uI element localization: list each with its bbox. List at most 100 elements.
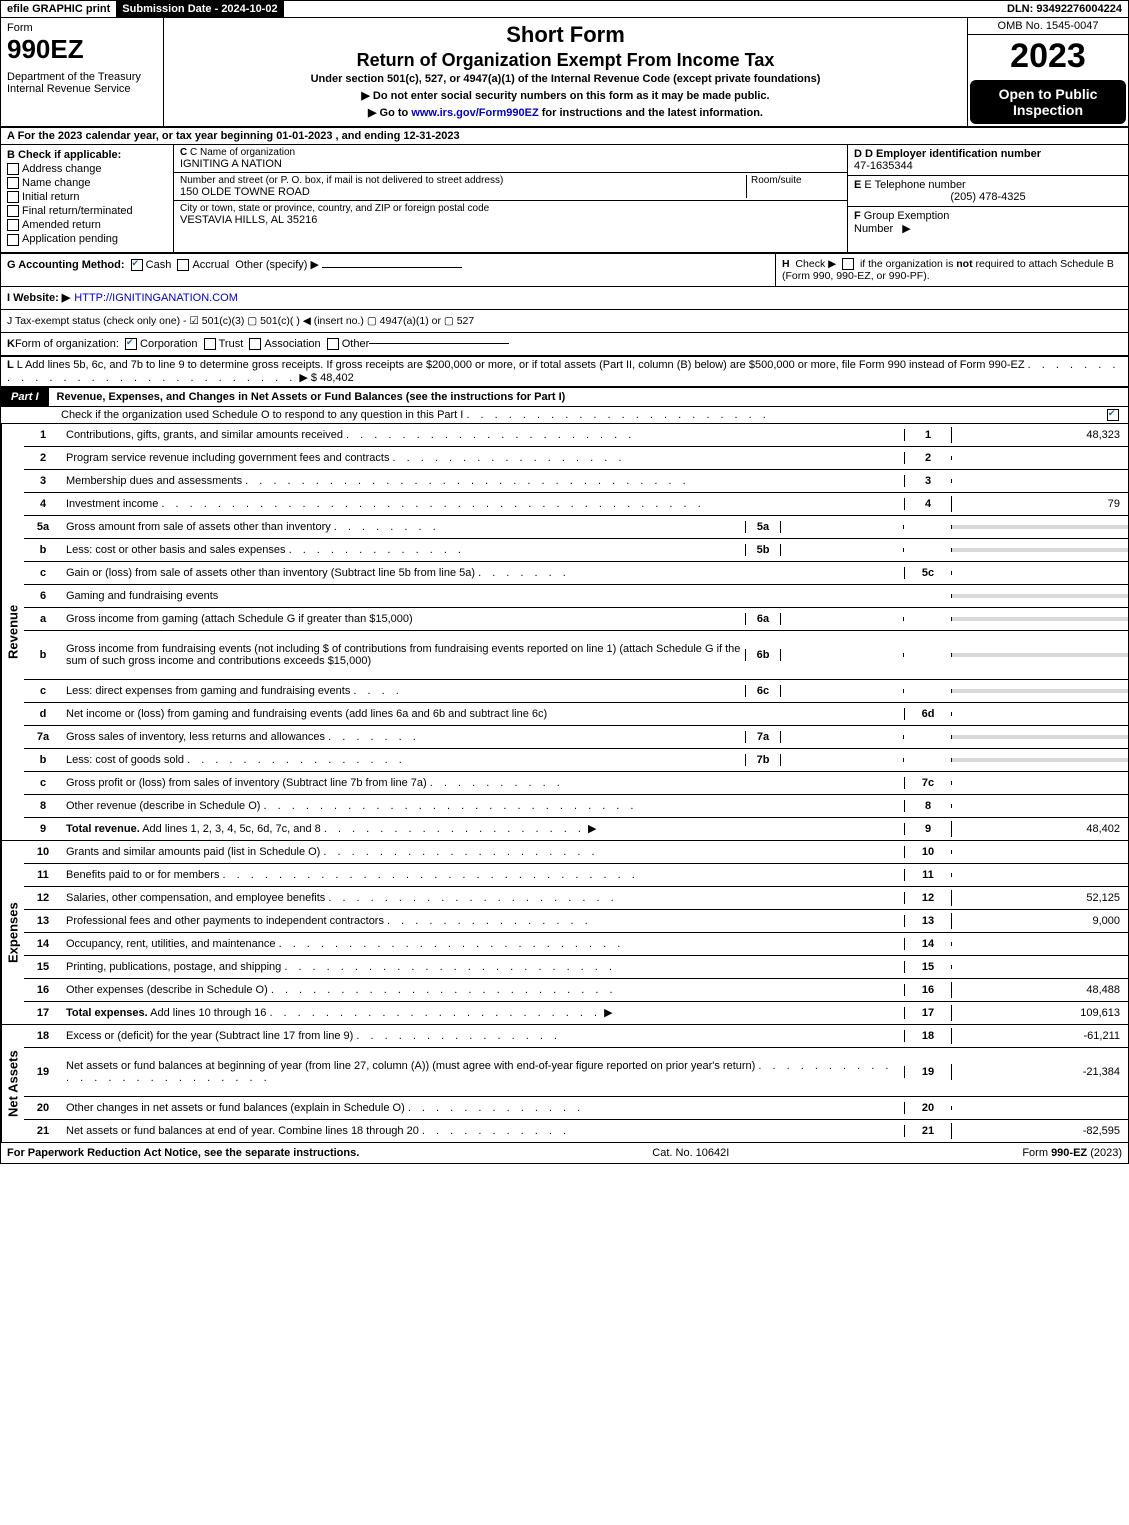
entity-ids: D D Employer identification number 47-16… bbox=[847, 145, 1128, 252]
right-line-number: 20 bbox=[904, 1102, 951, 1114]
netassets-section: Net Assets 18Excess or (deficit) for the… bbox=[1, 1025, 1128, 1142]
line-description: Investment income . . . . . . . . . . . … bbox=[62, 496, 904, 512]
line-number: 21 bbox=[24, 1123, 62, 1139]
submission-date: Submission Date - 2024-10-02 bbox=[116, 1, 283, 17]
org-name-row: C C Name of organization IGNITING A NATI… bbox=[174, 145, 847, 173]
part1-sub: Check if the organization used Schedule … bbox=[1, 407, 1128, 424]
dept-label: Department of the TreasuryInternal Reven… bbox=[7, 71, 157, 95]
form-line: 20Other changes in net assets or fund ba… bbox=[24, 1097, 1128, 1120]
check-address-change[interactable]: Address change bbox=[7, 163, 167, 175]
line-number: 7a bbox=[24, 729, 62, 745]
line-description: Total revenue. Add lines 1, 2, 3, 4, 5c,… bbox=[62, 820, 904, 837]
check-initial-return[interactable]: Initial return bbox=[7, 191, 167, 203]
line-value bbox=[951, 571, 1128, 575]
check-name-change[interactable]: Name change bbox=[7, 177, 167, 189]
right-line-number: 2 bbox=[904, 452, 951, 464]
city-value: VESTAVIA HILLS, AL 35216 bbox=[180, 214, 841, 226]
check-corporation[interactable] bbox=[125, 338, 137, 350]
line-value bbox=[951, 525, 1128, 529]
subline-number: 7b bbox=[745, 754, 781, 766]
line-number: 2 bbox=[24, 450, 62, 466]
part1-tag: Part I bbox=[1, 388, 49, 406]
line-value: -82,595 bbox=[951, 1123, 1128, 1139]
line-value bbox=[951, 653, 1128, 657]
line-value bbox=[951, 735, 1128, 739]
tax-exempt-status: J Tax-exempt status (check only one) - ☑… bbox=[1, 310, 1128, 333]
row-g-h: G Accounting Method: Cash Accrual Other … bbox=[1, 254, 1128, 287]
right-line-number: 18 bbox=[904, 1030, 951, 1042]
omb-number: OMB No. 1545-0047 bbox=[968, 18, 1128, 35]
line-description: Gross profit or (loss) from sales of inv… bbox=[62, 775, 904, 791]
form-line: 3Membership dues and assessments . . . .… bbox=[24, 470, 1128, 493]
title-return: Return of Organization Exempt From Incom… bbox=[170, 50, 961, 71]
website-link[interactable]: HTTP://IGNITINGANATION.COM bbox=[74, 292, 238, 304]
line-number: 1 bbox=[24, 427, 62, 443]
line-value: 52,125 bbox=[951, 890, 1128, 906]
form-line: 11Benefits paid to or for members . . . … bbox=[24, 864, 1128, 887]
footer-mid: Cat. No. 10642I bbox=[652, 1147, 729, 1159]
form-line: aGross income from gaming (attach Schedu… bbox=[24, 608, 1128, 631]
line-description: Less: cost or other basis and sales expe… bbox=[62, 542, 745, 558]
open-to-public: Open to Public Inspection bbox=[970, 80, 1126, 124]
line-number: 16 bbox=[24, 982, 62, 998]
line-value: 109,613 bbox=[951, 1005, 1128, 1021]
line-value bbox=[951, 1106, 1128, 1110]
line-number: c bbox=[24, 775, 62, 791]
form-line: dNet income or (loss) from gaming and fu… bbox=[24, 703, 1128, 726]
line-value: 9,000 bbox=[951, 913, 1128, 929]
right-line-number: 17 bbox=[904, 1007, 951, 1019]
check-schedule-b[interactable] bbox=[842, 258, 854, 270]
form-line: 18Excess or (deficit) for the year (Subt… bbox=[24, 1025, 1128, 1048]
check-schedule-o-part1[interactable] bbox=[1107, 409, 1119, 421]
line-value bbox=[951, 850, 1128, 854]
check-cash[interactable] bbox=[131, 259, 143, 271]
form-line: cGross profit or (loss) from sales of in… bbox=[24, 772, 1128, 795]
check-application-pending[interactable]: Application pending bbox=[7, 233, 167, 245]
check-amended-return[interactable]: Amended return bbox=[7, 219, 167, 231]
line-number: 5a bbox=[24, 519, 62, 535]
line-description: Less: direct expenses from gaming and fu… bbox=[62, 683, 745, 699]
subtitle-section: Under section 501(c), 527, or 4947(a)(1)… bbox=[170, 73, 961, 85]
line-number: 18 bbox=[24, 1028, 62, 1044]
section-b-checks: B Check if applicable: Address change Na… bbox=[1, 145, 174, 252]
line-value: -61,211 bbox=[951, 1028, 1128, 1044]
street-value: 150 OLDE TOWNE ROAD bbox=[180, 186, 746, 198]
line-number: 11 bbox=[24, 867, 62, 883]
form-line: 19Net assets or fund balances at beginni… bbox=[24, 1048, 1128, 1097]
subline-value bbox=[781, 617, 904, 621]
line-value bbox=[951, 758, 1128, 762]
check-accrual[interactable] bbox=[177, 259, 189, 271]
city-row: City or town, state or province, country… bbox=[174, 201, 847, 228]
sidelabel-netassets: Net Assets bbox=[1, 1025, 24, 1142]
form-line: 10Grants and similar amounts paid (list … bbox=[24, 841, 1128, 864]
check-final-return[interactable]: Final return/terminated bbox=[7, 205, 167, 217]
page-footer: For Paperwork Reduction Act Notice, see … bbox=[1, 1142, 1128, 1163]
check-other-org[interactable] bbox=[327, 338, 339, 350]
schedule-b-check: H Check ▶ if the organization is not req… bbox=[775, 254, 1128, 286]
dln-label: DLN: 93492276004224 bbox=[284, 1, 1128, 17]
check-trust[interactable] bbox=[204, 338, 216, 350]
revenue-lines: 1Contributions, gifts, grants, and simil… bbox=[24, 424, 1128, 840]
accounting-method: G Accounting Method: Cash Accrual Other … bbox=[1, 254, 775, 286]
line-value bbox=[951, 617, 1128, 621]
form-line: 9Total revenue. Add lines 1, 2, 3, 4, 5c… bbox=[24, 818, 1128, 840]
form-line: 5aGross amount from sale of assets other… bbox=[24, 516, 1128, 539]
line-description: Gain or (loss) from sale of assets other… bbox=[62, 565, 904, 581]
right-line-number: 19 bbox=[904, 1066, 951, 1078]
line-number: 20 bbox=[24, 1100, 62, 1116]
irs-link[interactable]: www.irs.gov/Form990EZ bbox=[411, 107, 538, 119]
form-line: 16Other expenses (describe in Schedule O… bbox=[24, 979, 1128, 1002]
sidelabel-revenue: Revenue bbox=[1, 424, 24, 840]
check-association[interactable] bbox=[249, 338, 261, 350]
header-left: Form 990EZ Department of the TreasuryInt… bbox=[1, 18, 164, 126]
line-description: Gaming and fundraising events bbox=[62, 588, 904, 604]
right-line-number: 12 bbox=[904, 892, 951, 904]
right-line-number: 3 bbox=[904, 475, 951, 487]
line-value bbox=[951, 594, 1128, 598]
line-value bbox=[951, 942, 1128, 946]
line-number: 10 bbox=[24, 844, 62, 860]
subline-value bbox=[781, 758, 904, 762]
subline-number: 6b bbox=[745, 649, 781, 661]
part1-title: Revenue, Expenses, and Changes in Net As… bbox=[57, 391, 566, 403]
line-value: 48,402 bbox=[951, 821, 1128, 837]
